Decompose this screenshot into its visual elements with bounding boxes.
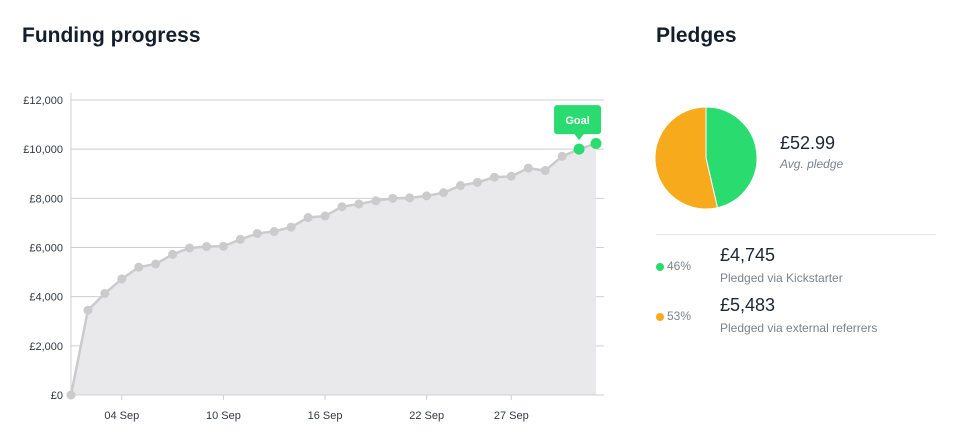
data-point[interactable] [303, 213, 313, 223]
x-tick-label: 10 Sep [206, 410, 241, 422]
data-point[interactable] [269, 227, 279, 237]
external-percent: 53% [667, 309, 692, 323]
data-point[interactable] [388, 193, 398, 203]
data-point[interactable] [218, 241, 228, 251]
kickstarter-amount: £4,745 [720, 245, 776, 265]
data-point[interactable] [117, 274, 127, 284]
data-point[interactable] [371, 196, 381, 206]
data-point[interactable] [422, 191, 432, 201]
data-point[interactable] [168, 249, 178, 259]
y-tick-label: £0 [51, 390, 63, 402]
pie-slice-kickstarter[interactable] [705, 106, 758, 209]
y-tick-label: £4,000 [29, 292, 63, 304]
x-tick-label: 16 Sep [308, 410, 343, 422]
data-point[interactable] [235, 234, 245, 244]
data-point[interactable] [472, 177, 482, 187]
data-point[interactable] [506, 171, 516, 181]
data-point[interactable] [523, 163, 533, 173]
external-amount: £5,483 [720, 295, 776, 315]
kickstarter-dot [656, 263, 664, 271]
y-tick-label: £6,000 [29, 243, 63, 255]
kickstarter-description: Pledged via Kickstarter [720, 271, 843, 285]
data-point[interactable] [337, 202, 347, 212]
data-point[interactable] [201, 242, 211, 252]
pledges-title: Pledges [656, 24, 737, 47]
data-point[interactable] [151, 259, 161, 269]
data-point[interactable] [185, 243, 195, 253]
y-tick-label: £8,000 [29, 193, 63, 205]
data-point[interactable] [557, 151, 567, 161]
data-point[interactable] [354, 199, 364, 209]
external-dot [656, 313, 664, 321]
x-tick-label: 27 Sep [494, 410, 529, 422]
y-tick-label: £2,000 [29, 341, 63, 353]
y-tick-label: £12,000 [23, 95, 63, 107]
data-point[interactable] [489, 172, 499, 182]
x-tick-label: 22 Sep [409, 410, 444, 422]
goal-tooltip-arrow [574, 133, 585, 141]
data-point[interactable] [405, 193, 415, 203]
pie-slice-external[interactable] [654, 106, 719, 210]
kickstarter-percent: 46% [667, 259, 692, 273]
data-point[interactable] [320, 211, 330, 221]
data-point[interactable] [286, 222, 296, 232]
data-point[interactable] [134, 262, 144, 272]
goal-tooltip [554, 105, 602, 135]
goal-label: Goal [565, 115, 589, 127]
y-tick-label: £10,000 [23, 144, 63, 156]
pledges-pie-chart [654, 106, 758, 210]
x-tick-label: 04 Sep [104, 410, 139, 422]
avg-pledge-label: Avg. pledge [780, 157, 844, 171]
pledges-divider [656, 234, 936, 235]
avg-pledge-value: £52.99 [780, 133, 836, 153]
data-point[interactable] [456, 181, 466, 191]
goal-data-point[interactable] [573, 143, 585, 155]
funding-progress-title: Funding progress [22, 24, 201, 47]
data-point[interactable] [83, 305, 93, 315]
data-point[interactable] [100, 288, 110, 298]
funding-area [71, 143, 596, 395]
goal-data-point[interactable] [590, 138, 602, 150]
data-point[interactable] [540, 166, 550, 176]
funding-progress-chart: £0 £2,000 £4,000 £6,000 £8,000 £10,000 £12,000… [23, 93, 604, 422]
data-point[interactable] [252, 228, 262, 238]
data-point[interactable] [439, 188, 449, 198]
legend-kickstarter: 46% £4,745 Pledged via Kickstarter [656, 244, 946, 294]
legend-external: 53% £5,483 Pledged via external referrer… [656, 294, 946, 344]
data-point[interactable] [66, 390, 76, 400]
external-description: Pledged via external referrers [720, 321, 878, 335]
